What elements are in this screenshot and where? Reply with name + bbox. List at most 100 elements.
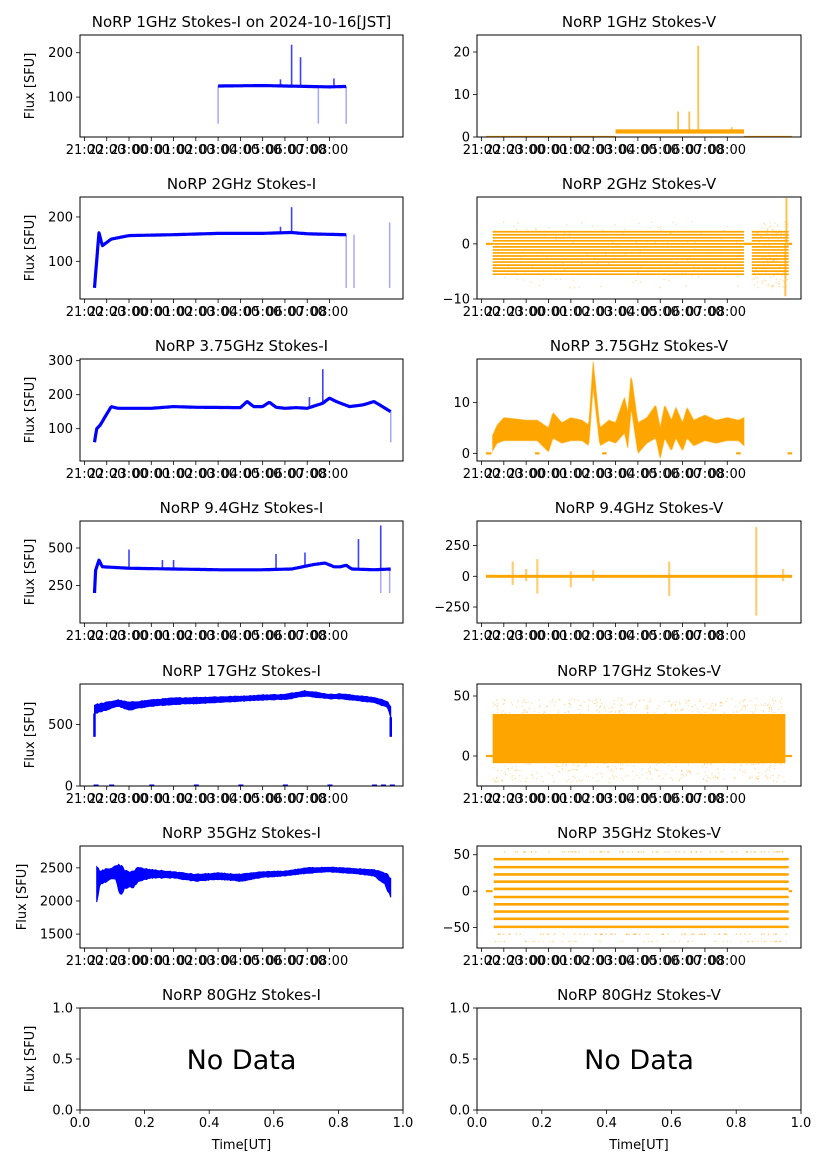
- data-point: [497, 933, 500, 935]
- y-tick-label: 2000: [40, 894, 73, 909]
- data-point: [511, 776, 513, 778]
- data-point: [629, 702, 632, 704]
- data-point: [687, 940, 689, 943]
- x-tick-label: 04:00: [619, 467, 656, 482]
- data-point: [781, 711, 783, 713]
- data-point: [667, 933, 670, 935]
- data-point: [758, 775, 760, 777]
- data-point: [662, 933, 665, 935]
- data-point: [702, 778, 705, 780]
- data-point: [663, 701, 665, 703]
- data-point: [577, 708, 580, 711]
- x-tick-label: 02:00: [574, 305, 611, 320]
- data-point: [725, 700, 727, 703]
- x-tick-label: 05:00: [641, 792, 678, 807]
- data-point: [690, 933, 693, 935]
- x-tick-label: 03:00: [597, 305, 634, 320]
- data-point: [571, 768, 574, 771]
- chart-title: NoRP 9.4GHz Stokes-V: [555, 499, 724, 517]
- data-point: [685, 770, 688, 772]
- data-point: [380, 784, 386, 786]
- data-point: [733, 777, 736, 780]
- data-point: [639, 933, 641, 935]
- y-axis-label: Flux [SFU]: [23, 539, 38, 606]
- data-point: [553, 933, 556, 935]
- data-point: [497, 708, 499, 711]
- data-point: [698, 700, 701, 703]
- data-point: [775, 851, 777, 853]
- data-point: [771, 698, 774, 700]
- data-point: [704, 933, 706, 935]
- data-point: [713, 933, 716, 935]
- y-tick-label: 50: [453, 848, 470, 863]
- data-point: [691, 705, 693, 708]
- data-point: [651, 851, 654, 853]
- data-point: [773, 259, 775, 262]
- chart-80ghz-v: NoRP 80GHz Stokes-V 0.0 0.2 0.4 0.6 0.8 1.0 0.0…: [449, 986, 811, 1153]
- data-point: [635, 933, 637, 935]
- data-point: [751, 775, 753, 777]
- data-point: [504, 276, 506, 279]
- x-tick-label: 00:00: [133, 792, 170, 807]
- data-point: [777, 851, 779, 853]
- data-point: [494, 703, 496, 706]
- data-point: [574, 777, 576, 779]
- data-point: [647, 768, 650, 770]
- data-point: [621, 851, 624, 853]
- data-point: [581, 779, 584, 781]
- x-tick-label: 07:00: [686, 143, 723, 158]
- data-series-line: [92, 230, 347, 289]
- data-point: [687, 770, 690, 772]
- data-point: [558, 771, 561, 773]
- x-tick-label: 23:00: [110, 954, 147, 969]
- x-tick-label: 0.4: [199, 1116, 220, 1131]
- data-point: [619, 704, 622, 707]
- data-point: [502, 710, 504, 712]
- data-point: [739, 764, 742, 767]
- data-point: [569, 235, 571, 237]
- data-point: [570, 851, 572, 853]
- data-point: [780, 763, 782, 765]
- data-point: [757, 276, 759, 279]
- data-point: [774, 765, 776, 767]
- data-point: [610, 710, 613, 712]
- x-tick-label: 22:00: [88, 629, 125, 644]
- data-point: [515, 768, 518, 771]
- data-point: [562, 769, 564, 772]
- data-point: [656, 940, 659, 943]
- data-point: [683, 851, 686, 853]
- data-point: [767, 259, 769, 262]
- data-point: [770, 276, 772, 278]
- x-tick-label: 21:00: [66, 954, 103, 969]
- x-tick-label: 23:00: [110, 143, 147, 158]
- data-point: [569, 769, 571, 772]
- data-point: [722, 229, 725, 232]
- data-point: [577, 699, 579, 702]
- data-point: [569, 699, 571, 701]
- chart-title: NoRP 1GHz Stokes-I on 2024-10-16[JST]: [92, 13, 392, 31]
- data-series-band: [485, 574, 793, 578]
- data-point: [754, 275, 757, 277]
- data-point: [564, 711, 566, 714]
- x-tick-label: 03:00: [199, 629, 236, 644]
- data-point: [607, 765, 609, 768]
- x-tick-label: 02:00: [574, 792, 611, 807]
- x-tick-label: 01:00: [552, 629, 589, 644]
- no-data-annotation: No Data: [187, 1045, 297, 1076]
- data-point: [709, 851, 712, 853]
- data-point: [772, 779, 775, 782]
- data-point: [647, 707, 649, 710]
- data-point: [504, 771, 506, 774]
- data-point: [760, 933, 763, 935]
- x-tick-label: 21:00: [463, 305, 500, 320]
- data-point: [553, 704, 556, 706]
- plot-area: [485, 198, 793, 297]
- data-point: [774, 940, 777, 943]
- data-point: [569, 940, 572, 943]
- data-point: [552, 698, 554, 700]
- data-series-line: [217, 84, 348, 89]
- data-point: [746, 851, 749, 853]
- data-point: [712, 709, 714, 712]
- chart-title: NoRP 2GHz Stokes-I: [167, 175, 316, 193]
- data-point: [631, 851, 634, 853]
